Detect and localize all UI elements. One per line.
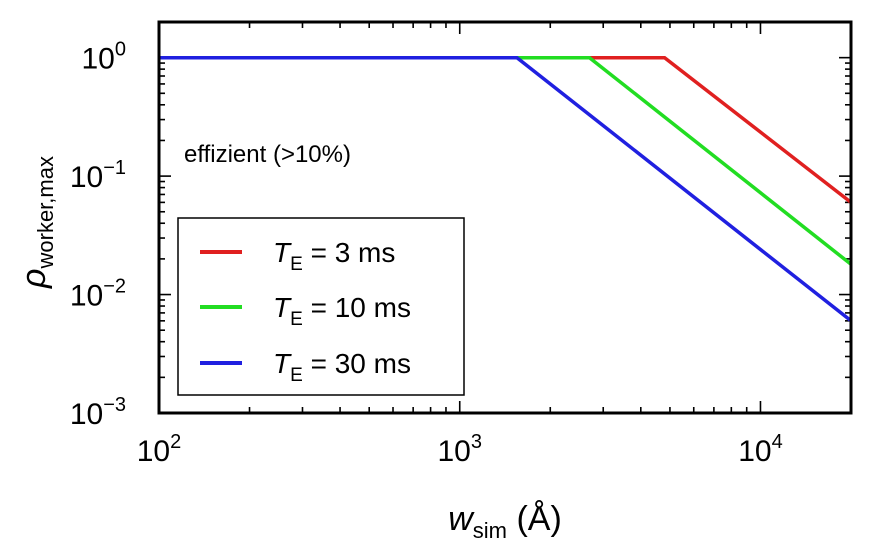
series-line-3 bbox=[159, 55, 853, 323]
x-tick-label: 102 bbox=[137, 431, 182, 468]
legend-label-1: TE = 3 ms bbox=[273, 237, 395, 275]
legend-label-2: TE = 10 ms bbox=[273, 292, 411, 330]
series-lines bbox=[159, 55, 853, 323]
x-tick-label: 104 bbox=[738, 431, 783, 468]
y-tick-label: 10−1 bbox=[70, 157, 126, 194]
plot-frame bbox=[157, 20, 853, 415]
legend: TE = 3 ms TE = 10 ms TE = 30 ms bbox=[177, 217, 465, 396]
axis-labels: wsim (Å) ρworker,max bbox=[15, 156, 562, 543]
y-tick-label: 100 bbox=[82, 39, 127, 76]
tick-labels: 102 103 104 100 10−1 10−2 10−3 bbox=[70, 39, 783, 468]
y-tick-label: 10−3 bbox=[70, 394, 126, 431]
x-tick-label: 103 bbox=[437, 431, 482, 468]
annotation-text: effizient (>10%) bbox=[184, 141, 351, 168]
y-tick-label: 10−2 bbox=[70, 276, 126, 313]
legend-label-3: TE = 30 ms bbox=[273, 348, 411, 386]
y-axis-label: ρworker,max bbox=[15, 156, 58, 289]
x-axis-label: wsim (Å) bbox=[448, 500, 562, 543]
